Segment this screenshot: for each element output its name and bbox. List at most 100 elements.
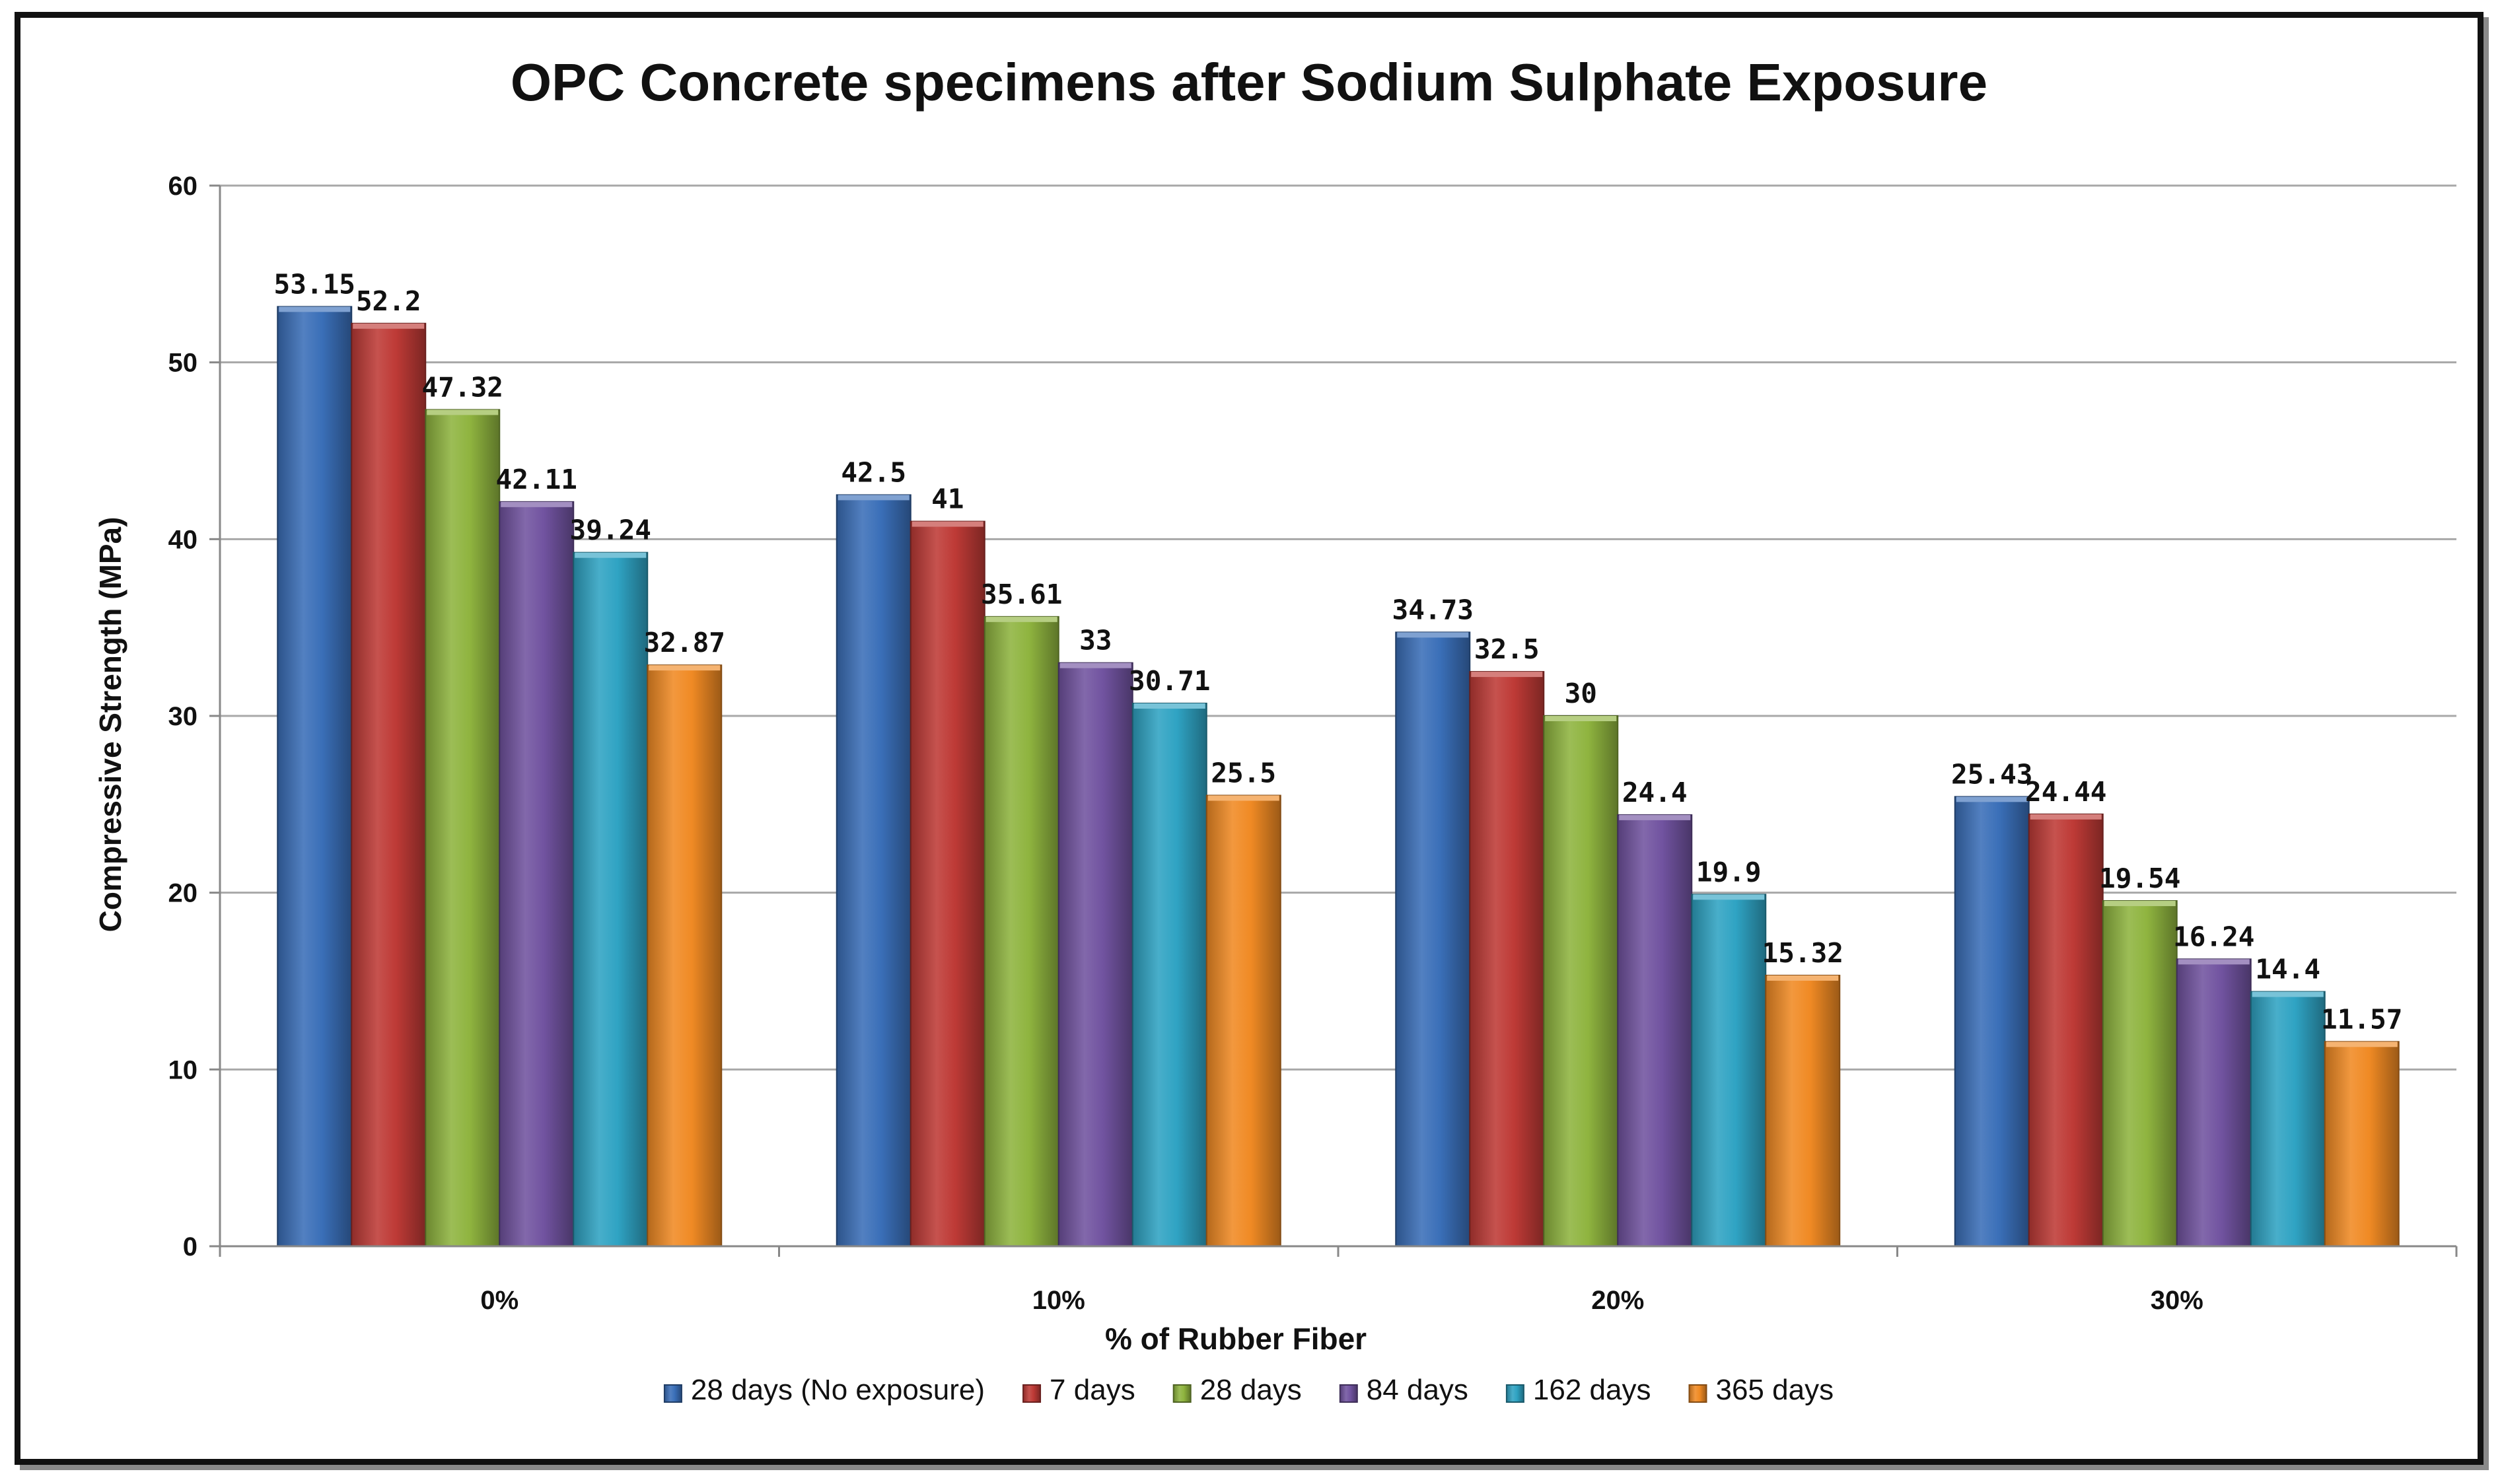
legend-label: 162 days bbox=[1533, 1374, 1651, 1406]
bar bbox=[836, 494, 911, 1248]
bar bbox=[1395, 631, 1471, 1247]
x-tick-label: 10% bbox=[1032, 1286, 1085, 1315]
bar bbox=[1617, 814, 1693, 1247]
bar-top-highlight bbox=[427, 409, 499, 415]
data-label: 14.4 bbox=[2255, 954, 2320, 985]
bar bbox=[983, 616, 1059, 1247]
legend-swatch bbox=[1688, 1384, 1707, 1403]
data-label: 24.4 bbox=[1622, 777, 1688, 808]
chart-title: OPC Concrete specimens after Sodium Sulp… bbox=[511, 53, 1987, 112]
bar bbox=[910, 520, 985, 1247]
y-axis-title: Compressive Strength (MPa) bbox=[93, 517, 127, 933]
x-axis-title: % of Rubber Fiber bbox=[1105, 1322, 1367, 1356]
bar-top-highlight bbox=[911, 521, 983, 527]
y-tick-label: 30 bbox=[168, 702, 198, 731]
data-label: 52.2 bbox=[356, 285, 421, 317]
legend-item: 365 days bbox=[1688, 1374, 1834, 1406]
bar-top-highlight bbox=[1693, 894, 1765, 900]
y-tick-label: 10 bbox=[168, 1055, 198, 1084]
legend-label: 28 days (No exposure) bbox=[691, 1374, 985, 1406]
bar-top-highlight bbox=[2104, 900, 2176, 906]
data-label: 39.24 bbox=[570, 514, 651, 546]
data-label: 25.43 bbox=[1951, 758, 2032, 790]
bar-top-highlight bbox=[1059, 662, 1131, 668]
bar bbox=[1469, 671, 1545, 1247]
legend-swatch bbox=[1022, 1384, 1042, 1403]
data-label: 25.5 bbox=[1211, 757, 1276, 789]
bar-top-highlight bbox=[575, 552, 647, 558]
x-tick-label: 20% bbox=[1591, 1286, 1644, 1315]
data-label: 32.87 bbox=[644, 627, 725, 658]
bar-top-highlight bbox=[2252, 991, 2324, 997]
bar-top-highlight bbox=[353, 323, 425, 329]
data-label: 30.71 bbox=[1129, 665, 1210, 697]
bar bbox=[425, 409, 501, 1247]
bar-top-highlight bbox=[1133, 703, 1205, 709]
bar bbox=[2324, 1041, 2400, 1248]
legend-item: 28 days bbox=[1172, 1374, 1302, 1406]
bar bbox=[277, 306, 353, 1247]
legend-label: 84 days bbox=[1367, 1374, 1468, 1406]
y-tick-label: 40 bbox=[168, 525, 198, 554]
bar bbox=[1205, 795, 1281, 1247]
x-tick-label: 0% bbox=[480, 1286, 518, 1315]
data-label: 32.5 bbox=[1474, 633, 1540, 665]
legend-item: 7 days bbox=[1022, 1374, 1135, 1406]
data-label: 35.61 bbox=[981, 579, 1062, 610]
bar bbox=[1765, 974, 1841, 1248]
bar-top-highlight bbox=[1471, 672, 1543, 678]
legend: 28 days (No exposure) 7 days 28 days 84 day… bbox=[663, 1374, 1834, 1406]
bar-top-highlight bbox=[2326, 1042, 2398, 1047]
chart-frame: OPC Concrete specimens after Sodium Sulp… bbox=[15, 12, 2484, 1465]
bar bbox=[647, 664, 723, 1247]
legend-swatch bbox=[1339, 1384, 1358, 1403]
bar-top-highlight bbox=[501, 501, 573, 507]
data-label: 30 bbox=[1565, 678, 1597, 709]
x-tick-label: 30% bbox=[2151, 1286, 2203, 1315]
bar bbox=[1057, 662, 1133, 1247]
bar bbox=[1543, 715, 1619, 1247]
data-label: 34.73 bbox=[1392, 594, 1474, 625]
y-tick-label: 50 bbox=[168, 349, 198, 378]
bar-top-highlight bbox=[2178, 959, 2250, 965]
bar-top-highlight bbox=[985, 616, 1057, 622]
data-label: 47.32 bbox=[422, 371, 503, 403]
chart-svg: OPC Concrete specimens after Sodium Sulp… bbox=[93, 53, 2458, 1406]
bar-top-highlight bbox=[1767, 975, 1839, 981]
data-label: 42.11 bbox=[496, 464, 577, 495]
bar-top-highlight bbox=[279, 306, 351, 312]
data-label: 19.9 bbox=[1696, 856, 1762, 888]
legend-swatch bbox=[663, 1384, 682, 1403]
bar bbox=[1691, 894, 1767, 1248]
data-label: 11.57 bbox=[2321, 1003, 2402, 1035]
bar bbox=[573, 551, 649, 1247]
bar bbox=[351, 322, 427, 1247]
data-label: 53.15 bbox=[274, 268, 355, 300]
bar-top-highlight bbox=[1956, 796, 2028, 802]
bar-top-highlight bbox=[649, 665, 721, 671]
data-label: 19.54 bbox=[2099, 863, 2180, 894]
data-label: 41 bbox=[931, 483, 964, 515]
bar-top-highlight bbox=[1397, 632, 1469, 638]
bar bbox=[2250, 991, 2326, 1248]
bar-top-highlight bbox=[1207, 795, 1279, 801]
data-label: 24.44 bbox=[2025, 776, 2106, 808]
data-label: 42.5 bbox=[841, 456, 906, 488]
bar bbox=[499, 501, 575, 1247]
legend-item: 84 days bbox=[1339, 1374, 1468, 1406]
axes: 0 10 20 30 40 50 60 0% 10% 20% 30% bbox=[168, 172, 2458, 1315]
legend-item: 162 days bbox=[1505, 1374, 1651, 1406]
data-label: 33 bbox=[1079, 625, 1112, 656]
bar-top-highlight bbox=[838, 495, 910, 501]
bar bbox=[2102, 900, 2178, 1248]
y-tick-label: 60 bbox=[168, 172, 198, 201]
bar-top-highlight bbox=[2030, 814, 2102, 820]
legend-swatch bbox=[1505, 1384, 1524, 1403]
bar-top-highlight bbox=[1619, 814, 1691, 820]
y-tick-label: 0 bbox=[183, 1232, 197, 1261]
bar bbox=[2176, 958, 2252, 1247]
y-tick-label: 20 bbox=[168, 879, 198, 908]
bars bbox=[277, 306, 2400, 1248]
legend-label: 28 days bbox=[1200, 1374, 1302, 1406]
